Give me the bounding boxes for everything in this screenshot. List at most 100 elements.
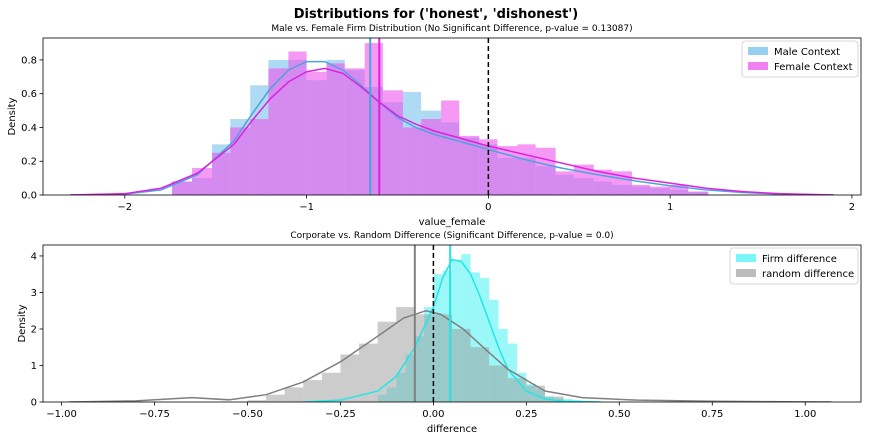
- histogram-bar: [470, 272, 480, 402]
- histogram-bar: [247, 400, 267, 402]
- y-axis-label: Density: [7, 97, 18, 135]
- histogram-bar: [517, 144, 536, 195]
- histogram-bar: [212, 152, 231, 195]
- histogram-bar: [433, 314, 452, 402]
- histogram-bar: [396, 307, 415, 402]
- x-tick-label: 0.25: [515, 409, 537, 420]
- x-tick-label: −1.00: [46, 409, 77, 420]
- histogram-bar: [461, 254, 471, 402]
- y-tick-label: 3: [31, 288, 37, 299]
- subplot-title: Corporate vs. Random Difference (Signifi…: [290, 231, 613, 241]
- x-tick-label: −0.25: [325, 409, 356, 420]
- y-tick-label: 0.2: [21, 157, 37, 168]
- histogram-bar: [321, 372, 341, 402]
- legend-swatch-random-difference: [736, 269, 756, 277]
- histogram-bar: [230, 127, 251, 195]
- legend-swatch-female-context: [748, 62, 768, 70]
- histogram-bar: [459, 135, 480, 195]
- kde-curve-firm-difference: [303, 258, 601, 402]
- histogram-bar: [172, 181, 193, 195]
- legend-swatch-male-context: [748, 47, 768, 55]
- legend-label-firm-difference: Firm difference: [762, 254, 837, 265]
- x-tick-label: 0.00: [422, 409, 444, 420]
- y-axis-label: Density: [17, 304, 28, 342]
- histogram-bar: [441, 100, 460, 195]
- x-tick-label: −2: [117, 202, 132, 213]
- histogram-bar: [688, 191, 709, 195]
- axes-frame: [42, 244, 862, 403]
- histogram-bar: [192, 167, 213, 195]
- y-tick-label: 0.4: [21, 123, 37, 134]
- histogram-bar: [631, 184, 651, 195]
- series-female-context-bars: [172, 43, 709, 195]
- histogram-bar: [470, 347, 490, 402]
- kde-curve-male-context: [70, 60, 834, 195]
- histogram-bar: [421, 119, 442, 195]
- histogram-bar: [340, 354, 360, 402]
- legend-box: [741, 40, 859, 78]
- histogram-bar: [402, 127, 422, 195]
- histogram-bar: [489, 299, 499, 402]
- x-tick-label: 1.00: [794, 409, 816, 420]
- plot-area: [69, 245, 832, 402]
- subplot-title: Male vs. Female Firm Distribution (No Si…: [271, 24, 632, 34]
- x-tick-label: −0.75: [139, 409, 170, 420]
- histogram-bar: [650, 186, 671, 195]
- legend: Firm difference random difference: [729, 247, 859, 285]
- histogram-bar: [507, 378, 527, 402]
- x-tick-label: 0.75: [701, 409, 723, 420]
- y-tick-label: 1: [31, 361, 37, 372]
- legend-swatch-firm-difference: [736, 254, 756, 262]
- histogram-bar: [344, 68, 365, 195]
- histogram-bar: [306, 71, 327, 195]
- histogram-bar: [250, 119, 269, 195]
- series-random-difference-bars: [247, 307, 564, 402]
- histogram-bar: [326, 63, 345, 195]
- x-tick-label: 0.50: [608, 409, 630, 420]
- histogram-bar: [563, 399, 573, 402]
- y-tick-label: 0.6: [21, 89, 37, 100]
- x-tick-label: 2: [849, 202, 855, 213]
- y-tick-label: 0.0: [21, 191, 37, 202]
- axes-frame: [42, 37, 862, 196]
- legend-box: [729, 247, 859, 285]
- x-axis-label: difference: [427, 424, 477, 435]
- histogram-bar: [377, 321, 397, 402]
- x-tick-label: −0.50: [232, 409, 263, 420]
- legend-label-male-context: Male Context: [774, 47, 840, 58]
- histogram-bar: [268, 68, 289, 195]
- histogram-bar: [359, 343, 378, 402]
- histogram-bar: [288, 51, 307, 195]
- histogram-bar: [303, 380, 322, 402]
- x-axis-label: value_female: [419, 217, 486, 228]
- y-tick-label: 0.8: [21, 55, 37, 66]
- histogram-bar: [266, 394, 285, 402]
- histogram-bar: [497, 146, 518, 195]
- plot-area: [70, 38, 834, 195]
- histogram-bar: [670, 184, 689, 195]
- chart-panel-top: Male vs. Female Firm Distribution (No Si…: [7, 24, 862, 228]
- legend-label-female-context: Female Context: [774, 62, 853, 73]
- histogram-bar: [535, 147, 556, 195]
- histogram-bar: [507, 343, 518, 402]
- y-tick-label: 2: [31, 324, 37, 335]
- histogram-bar: [479, 277, 490, 402]
- histogram-bar: [573, 164, 594, 195]
- chart-panel-bottom: Corporate vs. Random Difference (Signifi…: [17, 231, 862, 435]
- x-tick-label: 0: [485, 202, 491, 213]
- y-tick-label: 4: [31, 251, 37, 262]
- histogram-bar: [452, 328, 471, 402]
- legend-label-random-difference: random difference: [762, 269, 854, 280]
- histogram-bar: [544, 396, 564, 402]
- kde-curve-female-context: [70, 67, 834, 195]
- y-tick-label: 0: [31, 398, 37, 409]
- legend: Male Context Female Context: [741, 40, 859, 78]
- histogram-bar: [555, 171, 574, 195]
- histogram-bar: [489, 365, 508, 402]
- histogram-bar: [526, 385, 545, 402]
- histogram-bar: [382, 90, 403, 195]
- figure-suptitle: Distributions for ('honest', 'dishonest'…: [294, 7, 578, 22]
- x-tick-label: −1: [299, 202, 314, 213]
